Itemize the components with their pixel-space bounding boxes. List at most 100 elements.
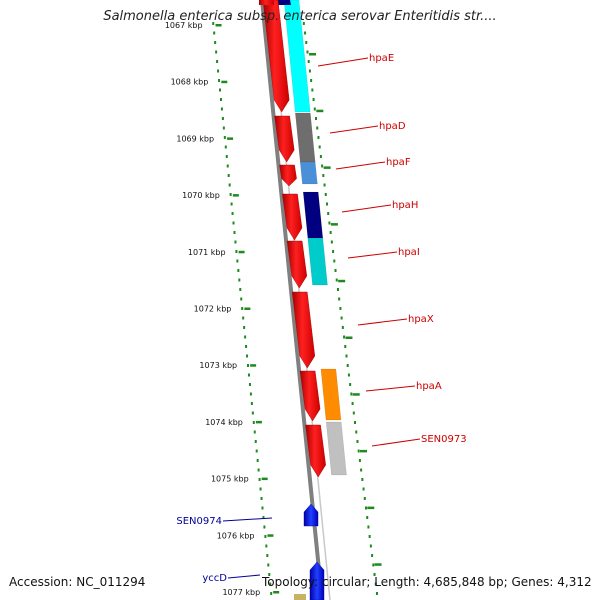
- scale-label: 1075 kbp: [211, 475, 249, 484]
- gene-arrow: [274, 115, 295, 163]
- scale-dot: [369, 544, 372, 548]
- scale-label: 1068 kbp: [171, 78, 209, 87]
- scale-dot: [302, 22, 305, 25]
- gene-arrow: [286, 240, 308, 289]
- scale-tick: [232, 194, 239, 197]
- scale-dot: [332, 250, 335, 253]
- gene-arrow: [291, 291, 316, 369]
- scale-dot: [226, 164, 229, 168]
- gene-leader-line: [357, 318, 408, 326]
- scale-dot: [227, 174, 230, 177]
- gene-label-hpad: hpaD: [379, 121, 406, 132]
- scale-dot: [321, 164, 324, 168]
- scale-dot: [322, 174, 325, 177]
- gene-leader-line: [227, 574, 261, 579]
- scale-tick: [244, 307, 251, 310]
- scale-dot: [360, 468, 363, 472]
- scale-dot: [340, 316, 343, 320]
- gene-arrow: [305, 424, 326, 478]
- scale-dot: [257, 468, 260, 472]
- scale-dot: [216, 60, 219, 63]
- scale-dot: [252, 421, 255, 424]
- scale-tick-outer: [330, 223, 338, 226]
- gene-arrow: [279, 164, 297, 187]
- scale-dot: [230, 202, 233, 206]
- scale-dot: [262, 516, 265, 519]
- scale-dot: [349, 383, 352, 386]
- scale-dot: [244, 335, 247, 339]
- scale-dot: [329, 231, 332, 234]
- scale-tick-outer: [345, 336, 353, 339]
- scale-label: 1072 kbp: [194, 305, 232, 314]
- scale-dot: [318, 145, 321, 149]
- gene-arrow: [262, 0, 290, 113]
- gene-label-hpai: hpaI: [398, 247, 420, 258]
- scale-label: 1076 kbp: [217, 531, 255, 540]
- scale-dot: [217, 69, 220, 73]
- gene-arrow: [309, 561, 325, 600]
- gene-leader-line: [222, 517, 273, 522]
- cog-block: [307, 237, 328, 286]
- scale-dot: [351, 402, 354, 405]
- scale-dot: [265, 544, 268, 548]
- scale-dot: [367, 525, 370, 529]
- scale-tick-outer: [352, 393, 360, 396]
- scale-dot: [333, 259, 336, 263]
- scale-dot: [366, 516, 369, 519]
- scale-dot: [362, 487, 365, 491]
- scale-dot: [248, 383, 251, 386]
- scale-dot: [215, 50, 218, 54]
- scale-dot: [325, 202, 328, 206]
- scale-dot: [232, 221, 235, 225]
- scale-label: 1077 kbp: [222, 588, 260, 597]
- scale-tick: [255, 420, 262, 424]
- scale-dot: [218, 79, 221, 82]
- scale-dot: [338, 297, 341, 301]
- scale-dot: [317, 136, 320, 139]
- scale-dot: [339, 307, 342, 310]
- scale-dot: [311, 88, 314, 92]
- scale-dot: [254, 440, 257, 443]
- scale-tick-outer: [338, 279, 346, 283]
- scale-dot: [221, 117, 224, 120]
- scale-tick: [221, 80, 228, 84]
- gene-label-hpax: hpaX: [408, 314, 434, 325]
- scale-dot: [258, 478, 261, 481]
- gene-leader-line: [371, 438, 421, 447]
- gene-label-hpaf: hpaF: [386, 157, 411, 168]
- gene-arrow: [294, 594, 306, 600]
- scale-labels: 1067 kbp 1068 kbp 1069 kbp 1070 kbp 1071 kbp…: [165, 21, 382, 597]
- scale-dot: [308, 69, 311, 73]
- scale-dot: [239, 288, 242, 291]
- scale-tick-outer: [316, 109, 324, 113]
- scale-dot: [372, 563, 375, 567]
- scale-dot: [212, 22, 215, 25]
- scale-tick: [273, 591, 280, 594]
- scale-dot: [306, 50, 309, 54]
- scale-dot: [313, 107, 316, 111]
- scale-dot: [350, 392, 353, 396]
- scale-dot: [330, 240, 333, 244]
- scale-tick: [261, 477, 268, 481]
- scale-dot: [361, 478, 364, 481]
- scale-dot: [229, 193, 232, 196]
- scale-dot: [234, 240, 237, 244]
- gene-label-hpaa: hpaA: [416, 381, 442, 392]
- scale-dot: [235, 250, 238, 253]
- scale-dot: [255, 449, 258, 453]
- scale-dot: [319, 155, 322, 158]
- scale-dot: [357, 449, 360, 453]
- scale-dot: [220, 107, 223, 111]
- scale-dot: [222, 126, 225, 130]
- scale-dot: [270, 592, 273, 595]
- scale-dot: [253, 430, 256, 434]
- scale-dot: [352, 411, 355, 415]
- gene-label-yccd: yccD: [202, 573, 227, 584]
- cog-block: [295, 112, 316, 163]
- scale-dot: [231, 212, 234, 215]
- scale-label: 1067 kbp: [165, 21, 203, 30]
- cog-block: [325, 421, 347, 476]
- scale-label: 1073 kbp: [199, 361, 237, 370]
- scale-dot: [355, 430, 358, 434]
- scale-dot: [219, 98, 222, 101]
